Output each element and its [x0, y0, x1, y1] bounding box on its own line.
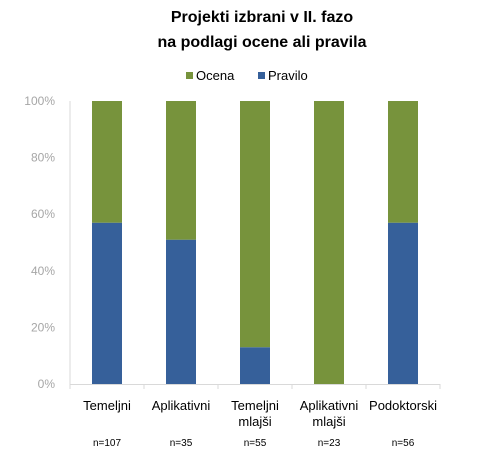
count-label: n=23	[318, 438, 341, 449]
x-tick-label: mlajši	[238, 414, 271, 429]
bar-ocena-temeljni	[92, 101, 122, 223]
y-tick-label: 60%	[31, 207, 55, 221]
axes: 0% 20% 40% 60% 80% 100%	[24, 94, 441, 391]
count-label: n=55	[244, 438, 267, 449]
chart-title-line-2: na podlagi ocene ali pravila	[158, 34, 367, 51]
bar-ocena-podoktorski	[388, 101, 418, 223]
legend: Ocena Pravilo	[186, 68, 308, 83]
bar-ocena-aplikativni	[166, 101, 196, 240]
count-label: n=107	[93, 438, 122, 449]
x-tick-label: Temeljni	[83, 398, 131, 413]
bars	[92, 101, 418, 384]
legend-label-pravilo: Pravilo	[268, 68, 308, 83]
x-tick-label: Aplikativni	[152, 398, 211, 413]
x-tick-label: Aplikativni	[300, 398, 359, 413]
y-tick-label: 20%	[31, 320, 55, 334]
x-tick-label: mlajši	[312, 414, 345, 429]
y-tick-label: 40%	[31, 264, 55, 278]
bar-pravilo-podoktorski	[388, 222, 418, 384]
legend-swatch-pravilo	[258, 72, 265, 79]
x-axis-labels: Temeljnin=107Aplikativnin=35Temeljnimlaj…	[83, 398, 437, 449]
bar-pravilo-temeljni-mlajši	[240, 347, 270, 384]
bar-ocena-temeljni-mlajši	[240, 101, 270, 348]
x-tick-label: Temeljni	[231, 398, 279, 413]
chart-title: Projekti izbrani v II. fazo na podlagi o…	[158, 9, 367, 51]
y-tick-label: 0%	[38, 377, 56, 391]
bar-ocena-aplikativni-mlajši	[314, 101, 344, 384]
bar-pravilo-temeljni	[92, 222, 122, 384]
y-tick-label: 80%	[31, 151, 55, 165]
count-label: n=35	[170, 438, 193, 449]
y-tick-label: 100%	[24, 94, 55, 108]
x-tick-label: Podoktorski	[369, 398, 437, 413]
count-label: n=56	[392, 438, 415, 449]
bar-pravilo-aplikativni	[166, 239, 196, 384]
legend-swatch-ocena	[186, 72, 193, 79]
legend-label-ocena: Ocena	[196, 68, 235, 83]
chart-title-line-1: Projekti izbrani v II. fazo	[171, 9, 353, 26]
